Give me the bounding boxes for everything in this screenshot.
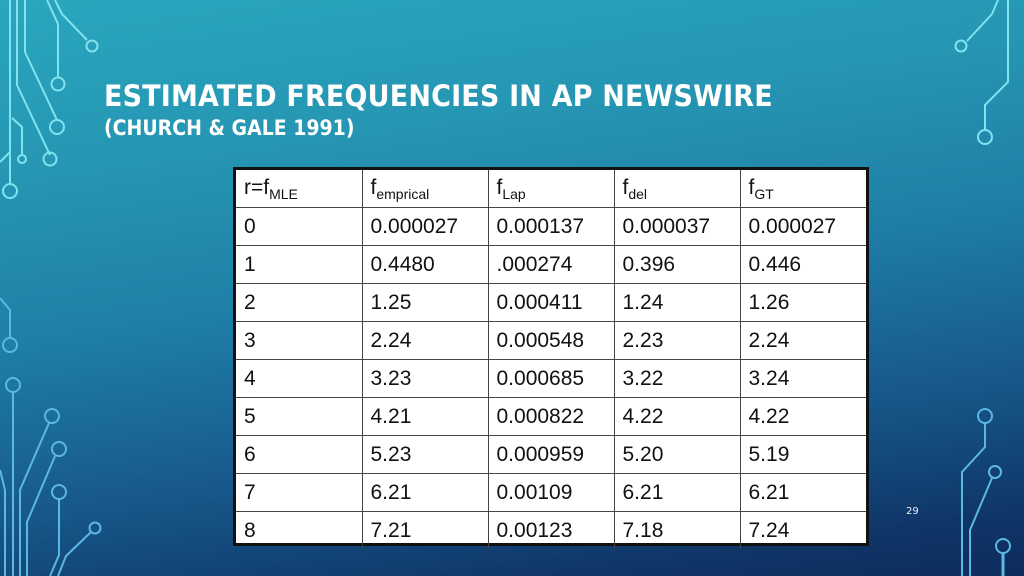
frequency-table: r=fMLE femprical fLap fdel fGT 0 0.000027… [233, 167, 869, 549]
header-f-del: fdel [613, 170, 741, 208]
cell-empirical: 3.23 [361, 359, 489, 398]
cell-del: 0.000037 [613, 207, 741, 246]
cell-gt: 2.24 [739, 321, 866, 360]
cell-gt: 5.19 [739, 435, 866, 474]
cell-r: 7 [236, 473, 363, 512]
header-f-lap: fLap [487, 170, 615, 208]
cell-r: 8 [236, 511, 363, 549]
cell-empirical: 4.21 [361, 397, 489, 436]
table-row: 5 4.21 0.000822 4.22 4.22 [236, 397, 866, 436]
table-row: 8 7.21 0.00123 7.18 7.24 [236, 511, 866, 549]
cell-r: 4 [236, 359, 363, 398]
cell-lap: .000274 [487, 245, 615, 284]
table-row: 7 6.21 0.00109 6.21 6.21 [236, 473, 866, 512]
table-header-row: r=fMLE femprical fLap fdel fGT [236, 170, 866, 208]
cell-r: 0 [236, 207, 363, 246]
header-f-empirical: femprical [361, 170, 489, 208]
header-r-fmle: r=fMLE [236, 170, 363, 208]
slide-title: ESTIMATED FREQUENCIES IN AP NEWSWIRE [104, 79, 773, 113]
cell-del: 3.22 [613, 359, 741, 398]
cell-del: 6.21 [613, 473, 741, 512]
cell-r: 1 [236, 245, 363, 284]
cell-empirical: 5.23 [361, 435, 489, 474]
cell-gt: 0.000027 [739, 207, 866, 246]
cell-gt: 0.446 [739, 245, 866, 284]
slide-subtitle: (CHURCH & GALE 1991) [104, 116, 355, 140]
cell-empirical: 1.25 [361, 283, 489, 322]
cell-del: 4.22 [613, 397, 741, 436]
cell-gt: 6.21 [739, 473, 866, 512]
cell-lap: 0.000548 [487, 321, 615, 360]
cell-empirical: 0.000027 [361, 207, 489, 246]
table-row: 6 5.23 0.000959 5.20 5.19 [236, 435, 866, 474]
slide-title-block: ESTIMATED FREQUENCIES IN AP NEWSWIRE (CH… [104, 78, 823, 142]
cell-lap: 0.000411 [487, 283, 615, 322]
cell-lap: 0.000959 [487, 435, 615, 474]
cell-empirical: 6.21 [361, 473, 489, 512]
cell-r: 3 [236, 321, 363, 360]
cell-r: 5 [236, 397, 363, 436]
cell-empirical: 7.21 [361, 511, 489, 549]
table-row: 1 0.4480.000274 0.396 0.446 [236, 245, 866, 284]
cell-gt: 7.24 [739, 511, 866, 549]
cell-r: 2 [236, 283, 363, 322]
table-row: 2 1.25 0.000411 1.24 1.26 [236, 283, 866, 322]
cell-del: 5.20 [613, 435, 741, 474]
cell-del: 1.24 [613, 283, 741, 322]
cell-lap: 0.000137 [487, 207, 615, 246]
cell-lap: 0.00123 [487, 511, 615, 549]
cell-gt: 3.24 [739, 359, 866, 398]
header-f-gt: fGT [739, 170, 866, 208]
page-number: 29 [906, 506, 919, 517]
table-row: 4 3.23 0.000685 3.22 3.24 [236, 359, 866, 398]
cell-gt: 1.26 [739, 283, 866, 322]
cell-del: 0.396 [613, 245, 741, 284]
cell-empirical: 2.24 [361, 321, 489, 360]
cell-del: 7.18 [613, 511, 741, 549]
cell-r: 6 [236, 435, 363, 474]
cell-empirical: 0.4480 [361, 245, 489, 284]
cell-gt: 4.22 [739, 397, 866, 436]
table-row: 3 2.24 0.000548 2.23 2.24 [236, 321, 866, 360]
cell-lap: 0.00109 [487, 473, 615, 512]
cell-del: 2.23 [613, 321, 741, 360]
cell-lap: 0.000822 [487, 397, 615, 436]
cell-lap: 0.000685 [487, 359, 615, 398]
table-row: 0 0.000027 0.000137 0.000037 0.000027 [236, 207, 866, 246]
